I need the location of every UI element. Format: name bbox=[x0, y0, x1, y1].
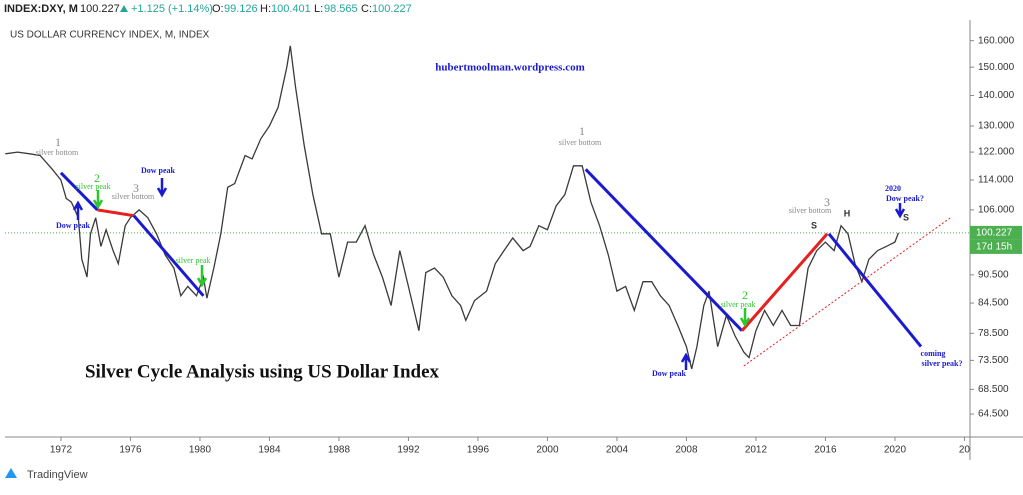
chart-title: US DOLLAR CURRENCY INDEX, M, INDEX bbox=[10, 30, 210, 41]
footer: TradingView bbox=[5, 468, 88, 481]
annotation: 2 bbox=[94, 171, 100, 185]
annotation: silver bottom bbox=[789, 206, 832, 215]
annotation: coming bbox=[921, 349, 946, 358]
trend-line bbox=[132, 214, 205, 297]
trend-line bbox=[97, 208, 135, 218]
up-icon bbox=[120, 5, 128, 12]
y-tick-label: 114.000 bbox=[978, 175, 1014, 186]
trend-line bbox=[740, 232, 829, 332]
annotation: 3 bbox=[133, 181, 139, 195]
footer-brand[interactable]: TradingView bbox=[27, 469, 88, 481]
x-tick-label: 2004 bbox=[606, 445, 629, 456]
y-tick-label: 140.000 bbox=[978, 90, 1015, 101]
x-tick-label: 20 bbox=[959, 445, 971, 456]
annotation: 2020 bbox=[885, 184, 901, 193]
arrow bbox=[739, 308, 751, 328]
x-tick-label: 2000 bbox=[536, 445, 559, 456]
annotation: H bbox=[844, 208, 851, 218]
x-tick-label: 1980 bbox=[189, 445, 212, 456]
website: hubertmoolman.wordpress.com bbox=[435, 62, 585, 74]
arrow bbox=[92, 190, 104, 210]
h-label: H: bbox=[260, 3, 271, 15]
arrow bbox=[680, 352, 692, 370]
high: 100.401 bbox=[271, 3, 311, 15]
countdown-label: 17d 15h bbox=[976, 242, 1012, 253]
y-tick-label: 73.500 bbox=[978, 355, 1009, 366]
y-tick-label: 106.000 bbox=[978, 205, 1015, 216]
symbol: INDEX:DXY, M bbox=[4, 3, 78, 15]
x-tick-label: 1992 bbox=[397, 445, 420, 456]
annotation: silver peak bbox=[721, 300, 756, 309]
x-tick-label: 2012 bbox=[745, 445, 768, 456]
open: 99.126 bbox=[224, 3, 258, 15]
annotation: silver bottom bbox=[112, 192, 155, 201]
price-tag-label: 100.227 bbox=[976, 228, 1013, 239]
y-tick-label: 122.000 bbox=[978, 147, 1015, 158]
x-tick-label: 2020 bbox=[884, 445, 907, 456]
y-tick-label: 68.500 bbox=[978, 384, 1009, 395]
countdown-tag bbox=[970, 239, 1022, 254]
y-tick-label: 130.000 bbox=[978, 121, 1015, 132]
y-tick-label: 150.000 bbox=[978, 62, 1015, 73]
change: +1.125 (+1.14%) bbox=[131, 3, 213, 15]
annotation: S bbox=[903, 212, 909, 222]
arrow bbox=[156, 178, 168, 198]
trend-line bbox=[827, 232, 923, 348]
plot-area: 64.500 68.500 73.500 78.500 84.500 90.500 106.… bbox=[5, 35, 1022, 456]
x-tick-label: 1972 bbox=[50, 445, 73, 456]
trend-line bbox=[584, 168, 744, 332]
annotation: 2 bbox=[742, 288, 748, 302]
c-label: C: bbox=[361, 3, 372, 15]
annotation: 1 bbox=[55, 135, 61, 149]
y-tick-label: 78.500 bbox=[978, 328, 1009, 339]
y-tick-label: 84.500 bbox=[978, 298, 1009, 309]
low: 98.565 bbox=[324, 3, 358, 15]
arrows bbox=[72, 178, 906, 370]
l-label: L: bbox=[314, 3, 323, 15]
annotation: Dow peak? bbox=[886, 194, 924, 203]
x-tick-label: 2016 bbox=[814, 445, 837, 456]
annotation: silver peak? bbox=[922, 359, 963, 368]
price-tag bbox=[970, 225, 1022, 240]
x-tick-label: 1988 bbox=[328, 445, 351, 456]
annotation: silver bottom bbox=[559, 138, 602, 147]
logo-icon bbox=[5, 468, 17, 478]
arrow bbox=[196, 265, 208, 288]
y-tick-label: 160.000 bbox=[978, 35, 1015, 46]
annotation: silver bottom bbox=[36, 148, 79, 157]
annotation: silver peak bbox=[176, 256, 211, 265]
annotations: 1 silver bottom 2 silver peak 3 silver b… bbox=[36, 124, 963, 378]
x-tick-label: 2008 bbox=[675, 445, 698, 456]
annotation: S bbox=[811, 220, 817, 230]
headline: Silver Cycle Analysis using US Dollar In… bbox=[85, 361, 440, 382]
arrow bbox=[72, 200, 84, 220]
annotation: Dow peak bbox=[652, 369, 687, 378]
y-tick-label: 64.500 bbox=[978, 409, 1009, 420]
x-tick-label: 1976 bbox=[119, 445, 142, 456]
annotation: Dow peak bbox=[56, 221, 91, 230]
trend-line bbox=[59, 171, 99, 211]
close: 100.227 bbox=[372, 3, 412, 15]
annotation: 3 bbox=[824, 195, 830, 209]
o-label: O: bbox=[212, 3, 224, 15]
arrow bbox=[894, 203, 906, 219]
annotation: silver peak bbox=[76, 182, 111, 191]
price-line bbox=[5, 45, 900, 370]
y-tick-label: 90.500 bbox=[978, 270, 1009, 281]
x-tick-label: 1984 bbox=[258, 445, 281, 456]
x-tick-label: 1996 bbox=[467, 445, 490, 456]
price: 100.227 bbox=[80, 3, 120, 15]
annotation: Dow peak bbox=[141, 166, 176, 175]
header: INDEX:DXY, M 100.227 +1.125 (+1.14%) O: … bbox=[4, 3, 412, 15]
annotation: 1 bbox=[579, 124, 585, 138]
